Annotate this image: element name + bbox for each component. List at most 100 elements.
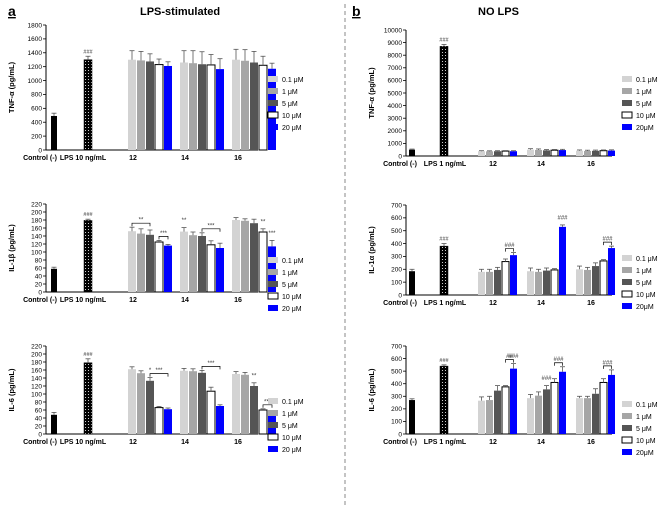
dose-bar: [198, 64, 206, 150]
y-tick-label: 100: [31, 391, 42, 398]
x-tick-label: LPS 1 ng/mL: [424, 439, 467, 446]
dose-bar: [189, 63, 197, 150]
dose-bar: [592, 393, 599, 434]
dose-bar: [501, 386, 510, 435]
y-tick-label: 180: [31, 217, 42, 224]
dose-bar: [576, 398, 583, 434]
dose-bar: [137, 233, 145, 292]
y-tick-label: 0: [38, 289, 42, 296]
legend-swatch: [622, 303, 632, 309]
y-tick-label: 600: [391, 356, 402, 363]
legend-label: 5 μM: [636, 426, 652, 433]
dose-bar: [543, 270, 550, 295]
legend-swatch: [267, 292, 279, 300]
legend-swatch: [622, 413, 632, 419]
significance-bracket: [505, 248, 514, 252]
significance-label: ###: [508, 354, 519, 360]
dose-bar: [232, 59, 240, 150]
significance-label: ***: [160, 231, 168, 237]
legend-label: 0.1 μM: [636, 256, 658, 263]
y-tick-label: 0: [398, 153, 402, 160]
legend-swatch: [621, 111, 633, 119]
significance-bracket: [603, 365, 612, 369]
y-tick-label: 40: [35, 273, 43, 280]
x-tick-label: 16: [234, 439, 242, 446]
dose-bar: [494, 269, 501, 295]
legend-label: 10 μM: [282, 435, 302, 442]
legend-label: 0.1 μM: [636, 402, 658, 409]
lps-significance-label: ###: [83, 212, 93, 218]
chart-b1: 0 1000 2000 3000 4000 5000 6000 7000 8000 9000 100…: [367, 27, 658, 168]
y-tick-label: 100: [31, 249, 42, 256]
legend-swatch: [622, 267, 632, 273]
legend-label: 20 μM: [282, 306, 302, 313]
legend-swatch: [622, 76, 632, 82]
dose-bar: [146, 234, 154, 292]
x-tick-label: 12: [129, 155, 137, 162]
dose-bar: [206, 244, 216, 293]
y-tick-label: 0: [398, 292, 402, 299]
y-tick-label: 0: [38, 147, 42, 154]
significance-label: ***: [268, 231, 276, 237]
x-tick-label: Control (-): [383, 300, 417, 307]
significance-label: ###: [557, 215, 568, 221]
x-tick-label: Control (-): [383, 439, 417, 446]
y-tick-label: 700: [391, 343, 402, 350]
legend-swatch: [268, 398, 278, 404]
y-tick-label: 1600: [28, 36, 43, 43]
dose-bar: [535, 149, 542, 156]
significance-bracket: [554, 362, 563, 366]
legend-swatch: [622, 279, 632, 285]
y-tick-label: 300: [391, 254, 402, 261]
dose-bar: [128, 369, 136, 434]
dose-bar: [164, 65, 172, 150]
significance-label: ***: [207, 223, 215, 229]
dose-bar: [527, 149, 534, 156]
dose-bar: [543, 389, 550, 434]
significance-label: **: [139, 218, 144, 224]
y-tick-label: 200: [391, 406, 402, 413]
x-tick-label: Control (-): [23, 439, 57, 446]
dose-bar: [535, 395, 542, 434]
y-tick-label: 220: [31, 201, 42, 208]
y-tick-label: 60: [35, 407, 43, 414]
legend-label: 1 μM: [282, 89, 298, 96]
y-axis-label: TNF-α (pg/mL): [367, 67, 376, 119]
y-axis-label: IL-1α (pg/mL): [367, 226, 376, 274]
legend-swatch: [622, 425, 632, 431]
lps-significance-label: ###: [439, 37, 449, 43]
legend-label: 20 μM: [282, 125, 302, 132]
significance-label: ***: [207, 361, 215, 367]
dose-bar: [535, 271, 542, 295]
y-tick-label: 1000: [28, 78, 43, 85]
y-tick-label: 20: [35, 281, 43, 288]
dose-bar: [584, 269, 591, 295]
y-tick-label: 3000: [388, 116, 403, 123]
legend-swatch: [268, 410, 278, 416]
legend-label: 5 μM: [636, 280, 652, 287]
dose-bar: [608, 248, 615, 295]
significance-label: ###: [602, 237, 613, 243]
dose-bar: [241, 60, 249, 151]
significance-label: ###: [541, 376, 552, 382]
significance-bracket: [262, 404, 273, 408]
legend-swatch: [268, 269, 278, 275]
dose-bar: [198, 372, 206, 434]
y-tick-label: 200: [31, 209, 42, 216]
legend-swatch: [268, 76, 278, 82]
control-bar: [51, 414, 57, 434]
x-tick-label: LPS 10 ng/mL: [60, 297, 107, 304]
dose-bar: [550, 149, 559, 157]
legend-label: 10 μM: [636, 438, 656, 445]
significance-label: *: [149, 368, 152, 374]
dose-bar: [180, 370, 188, 434]
dose-bar: [486, 400, 493, 434]
x-tick-label: 12: [489, 161, 497, 168]
significance-label: **: [252, 373, 257, 379]
legend-swatch: [621, 290, 633, 298]
x-tick-label: 14: [537, 300, 545, 307]
y-tick-label: 100: [391, 419, 402, 426]
dose-bar: [559, 226, 566, 295]
legend-label: 1 μM: [636, 414, 652, 421]
